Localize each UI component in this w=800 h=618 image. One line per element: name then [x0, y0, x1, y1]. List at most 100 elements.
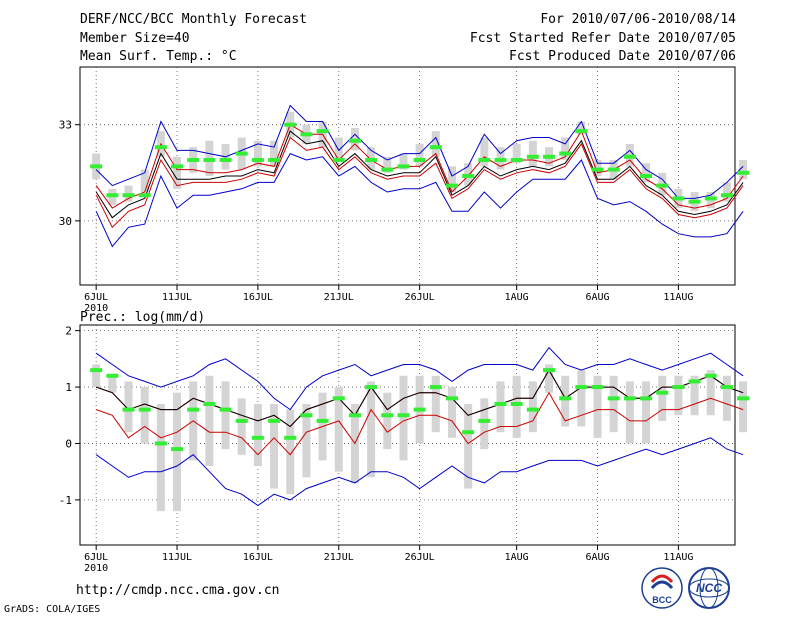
temp-ensemble-mark	[284, 122, 297, 127]
temp-ensemble-mark	[623, 154, 636, 159]
temp-ensemble-mark	[672, 196, 685, 201]
prec-xtick-label: 16JUL	[243, 552, 273, 563]
temp-ensemble-mark	[656, 183, 669, 188]
prec-ensemble-mark	[688, 379, 701, 384]
prec-member-bar	[286, 409, 295, 495]
temp-ensemble-mark	[171, 164, 184, 169]
temp-ensemble-mark	[494, 157, 507, 162]
prec-member-bar	[270, 403, 279, 489]
prec-ensemble-mark	[429, 385, 442, 390]
prec-ensemble-mark	[122, 407, 135, 412]
prec-ensemble-mark	[138, 407, 151, 412]
prec-member-bar	[108, 375, 117, 393]
prec-member-bar	[706, 370, 715, 416]
prec-member-bar	[140, 387, 149, 444]
prec-ensemble-mark	[203, 401, 216, 406]
temp-ytick-label: 33	[59, 119, 72, 132]
prec-member-bar	[367, 381, 376, 478]
temp-member-bar	[447, 166, 456, 193]
prec-member-bar	[625, 381, 634, 444]
bcc-logo: BCC	[641, 567, 683, 609]
temp-variable-label: Mean Surf. Temp.: °C	[80, 49, 237, 64]
prec-ensemble-mark	[187, 407, 200, 412]
temp-member-bar	[399, 153, 408, 170]
prec-ensemble-mark	[737, 396, 750, 401]
temp-ensemble-mark	[300, 132, 313, 137]
prec-xtick-label: 11AUG	[663, 552, 693, 563]
temp-member-bar	[431, 131, 440, 157]
prec-member-bar	[642, 381, 651, 444]
footer-url[interactable]: http://cmdp.ncc.cma.gov.cn	[76, 583, 280, 598]
chart-title: DERF/NCC/BCC Monthly Forecast	[80, 12, 307, 27]
temp-ensemble-mark	[90, 164, 103, 169]
prec-ensemble-mark	[300, 413, 313, 418]
temp-ensemble-mark	[640, 174, 653, 178]
temp-ensemble-mark	[251, 157, 264, 162]
temp-member-bar	[173, 156, 182, 189]
temp-ensemble-mark	[381, 167, 394, 172]
prec-ensemble-mark	[251, 435, 264, 440]
prec-member-bar	[399, 375, 408, 461]
temp-ensemble-mark	[203, 157, 216, 162]
prec-ensemble-mark	[623, 396, 636, 401]
prec-ensemble-mark	[591, 385, 604, 390]
temp-member-bar	[722, 182, 731, 202]
temp-ensemble-mark	[332, 157, 345, 162]
temp-ensemble-mark	[559, 151, 572, 156]
prec-member-bar	[609, 375, 618, 433]
temp-xtick-label: 1AUG	[505, 292, 529, 303]
prec-ensemble-mark	[219, 407, 232, 412]
prec-ensemble-mark	[575, 385, 588, 390]
prec-member-bar	[431, 375, 440, 433]
temp-member-bar	[383, 156, 392, 173]
prec-xtick-label: 6AUG	[585, 552, 609, 563]
temp-ensemble-mark	[219, 157, 232, 162]
temp-xtick-label: 11AUG	[663, 292, 693, 303]
prec-ensemble-mark	[381, 413, 394, 418]
temp-xtick-label: 21JUL	[324, 292, 354, 303]
prec-member-bar	[496, 381, 505, 433]
prec-member-bar	[92, 364, 101, 388]
temp-xtick-label: 16JUL	[243, 292, 273, 303]
temp-ensemble-mark	[413, 157, 426, 162]
prec-ensemble-mark	[413, 407, 426, 412]
produced-date-label: Fcst Produced Date 2010/07/06	[509, 49, 736, 64]
temp-ensemble-mark	[365, 157, 378, 162]
prec-ensemble-mark	[90, 368, 103, 373]
prec-series-lower	[96, 391, 744, 456]
temp-ensemble-mark	[106, 193, 119, 198]
prec-ensemble-mark	[543, 368, 556, 373]
temp-ensemble-mark	[462, 174, 475, 178]
prec-ensemble-mark	[154, 441, 167, 446]
prec-member-bar	[124, 381, 133, 433]
prec-ensemble-mark	[720, 385, 733, 390]
temp-ensemble-mark	[316, 129, 329, 134]
temp-ensemble-mark	[122, 193, 135, 198]
prec-ensemble-mark	[106, 373, 119, 378]
prec-member-bar	[173, 392, 182, 512]
temp-xtick-sublabel: 2010	[84, 303, 108, 314]
prec-member-bar	[593, 375, 602, 438]
temp-ensemble-mark	[154, 145, 167, 150]
prec-ensemble-mark	[510, 401, 523, 406]
temp-ensemble-mark	[543, 154, 556, 159]
forecast-range-label: For 2010/07/06-2010/08/14	[540, 12, 736, 27]
temp-ensemble-mark	[429, 145, 442, 150]
prec-xtick-label: 21JUL	[324, 552, 354, 563]
prec-series-max	[95, 346, 744, 411]
temp-member-bar	[528, 140, 537, 167]
prec-ensemble-mark	[348, 413, 361, 418]
temp-xtick-label: 6JUL	[84, 292, 108, 303]
temp-xtick-label: 26JUL	[405, 292, 435, 303]
prec-member-bar	[674, 375, 683, 416]
temp-ensemble-mark	[138, 193, 151, 198]
prec-member-bar	[237, 398, 246, 455]
temp-ensemble-mark	[688, 199, 701, 204]
prec-ensemble-mark	[445, 396, 458, 401]
temp-member-bar	[577, 121, 586, 135]
prec-ensemble-mark	[316, 418, 329, 423]
prec-member-bar	[739, 381, 748, 433]
prec-ytick-label: -1	[59, 494, 72, 507]
prec-ensemble-mark	[640, 396, 653, 401]
